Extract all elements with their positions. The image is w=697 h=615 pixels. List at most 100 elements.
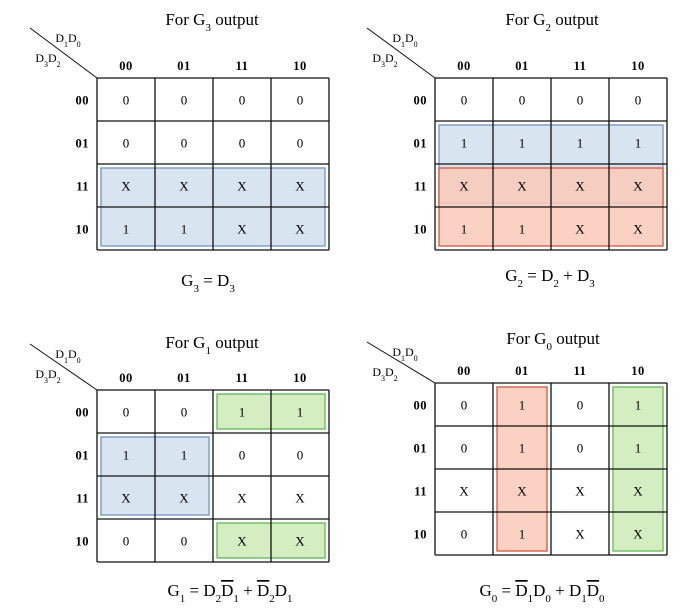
map-equation-part: D [515, 581, 527, 600]
cell-value: 0 [635, 93, 642, 108]
map-title-part: output [551, 10, 599, 29]
cell-value: 0 [181, 136, 188, 151]
row-header: 00 [414, 399, 428, 413]
col-header: 10 [631, 364, 645, 378]
corner-label-d3d2-part: 2 [57, 60, 61, 69]
col-header: 00 [457, 59, 471, 73]
map-title: For G2 output [505, 10, 599, 34]
corner-diagonal [29, 343, 98, 391]
corner-label-d1d0-part: 0 [77, 356, 81, 365]
corner-label-d1d0-part: 1 [401, 40, 405, 49]
map-title-part: For G [505, 10, 545, 29]
map-title-part: 3 [205, 22, 211, 34]
cell-value: 0 [577, 441, 584, 456]
map-equation: G1 = D2D1 + D2D1 [167, 581, 292, 605]
col-header: 11 [236, 371, 249, 385]
map-equation-part: 2 [518, 278, 524, 290]
corner-label-d3d2-part: D [35, 51, 44, 65]
col-header: 00 [457, 364, 471, 378]
cell-value: X [575, 222, 585, 237]
corner-label-d1d0-part: 0 [414, 354, 418, 363]
map-equation-part: + [239, 581, 257, 600]
cell-value: X [237, 491, 247, 506]
cell-value: X [121, 491, 131, 506]
col-header: 00 [119, 59, 133, 73]
cell-value: 1 [461, 136, 468, 151]
col-header: 10 [293, 59, 307, 73]
cell-value: 1 [635, 398, 642, 413]
cell-value: X [575, 484, 585, 499]
cell-value: X [633, 179, 643, 194]
map-equation-part: 0 [492, 593, 498, 605]
row-header: 01 [76, 449, 90, 463]
corner-label-d3d2-part: D [385, 51, 394, 65]
cell-value: 0 [123, 93, 130, 108]
map-equation-part: = D [199, 271, 229, 290]
cell-value: 1 [123, 222, 130, 237]
map-equation-part: 0 [545, 593, 551, 605]
cell-value: 1 [635, 441, 642, 456]
map-equation-part: D [275, 581, 287, 600]
map-equation-part: D [221, 581, 233, 600]
corner-label-d3d2-part: 3 [44, 376, 48, 385]
cell-value: 1 [181, 222, 188, 237]
cell-value: X [633, 222, 643, 237]
cell-value: X [121, 179, 131, 194]
map-equation-part: 1 [581, 593, 587, 605]
corner-label-d1d0: D1D0 [55, 347, 80, 365]
map-equation-part: 1 [180, 593, 186, 605]
corner-label-d3d2-part: 3 [381, 374, 385, 383]
col-header: 01 [515, 59, 529, 73]
map-title-part: 1 [205, 345, 211, 357]
corner-label-d3d2-part: D [372, 365, 381, 379]
cell-value: 0 [297, 93, 304, 108]
map-equation: G2 = D2 + D3 [505, 266, 595, 290]
map-equation-part: = [497, 581, 515, 600]
corner-label-d3d2-part: D [48, 367, 57, 381]
corner-label-d3d2: D3D2 [372, 365, 397, 383]
map-title: For G3 output [165, 10, 259, 34]
row-header: 11 [76, 492, 89, 506]
cell-value: X [295, 222, 305, 237]
corner-label-d3d2-part: 2 [394, 374, 398, 383]
cell-value: 0 [577, 398, 584, 413]
corner-label-d1d0-part: D [55, 31, 64, 45]
cell-value: 0 [461, 398, 468, 413]
cell-value: 1 [635, 136, 642, 151]
map-title: For G1 output [165, 333, 259, 357]
col-header: 11 [574, 364, 587, 378]
corner-label-d3d2-part: 3 [381, 60, 385, 69]
cell-value: X [179, 179, 189, 194]
cell-value: X [517, 179, 527, 194]
map-equation-part: G [181, 271, 193, 290]
row-header: 01 [414, 442, 428, 456]
cell-value: 0 [123, 405, 130, 420]
map-equation-part: 3 [193, 283, 199, 295]
row-header: 11 [414, 180, 427, 194]
cell-value: 0 [181, 93, 188, 108]
cell-value: 0 [461, 441, 468, 456]
cell-value: 1 [519, 441, 526, 456]
corner-label-d1d0: D1D0 [392, 31, 417, 49]
map-equation-part: D [587, 581, 599, 600]
cell-value: 0 [123, 534, 130, 549]
row-header: 00 [414, 94, 428, 108]
corner-label-d1d0-part: D [405, 31, 414, 45]
cell-value: X [179, 491, 189, 506]
cell-value: 1 [461, 222, 468, 237]
cell-value: X [459, 484, 469, 499]
corner-label-d3d2: D3D2 [35, 367, 60, 385]
cell-value: X [517, 484, 527, 499]
map-title-part: output [211, 333, 259, 352]
map-equation-part: G [505, 266, 517, 285]
cell-value: 1 [239, 405, 246, 420]
map-equation-part: 2 [553, 278, 559, 290]
cell-value: 0 [461, 93, 468, 108]
map-equation-part: 3 [229, 283, 235, 295]
map-title-part: For G [165, 333, 205, 352]
cell-value: 0 [239, 448, 246, 463]
corner-label-d3d2-part: 3 [44, 60, 48, 69]
